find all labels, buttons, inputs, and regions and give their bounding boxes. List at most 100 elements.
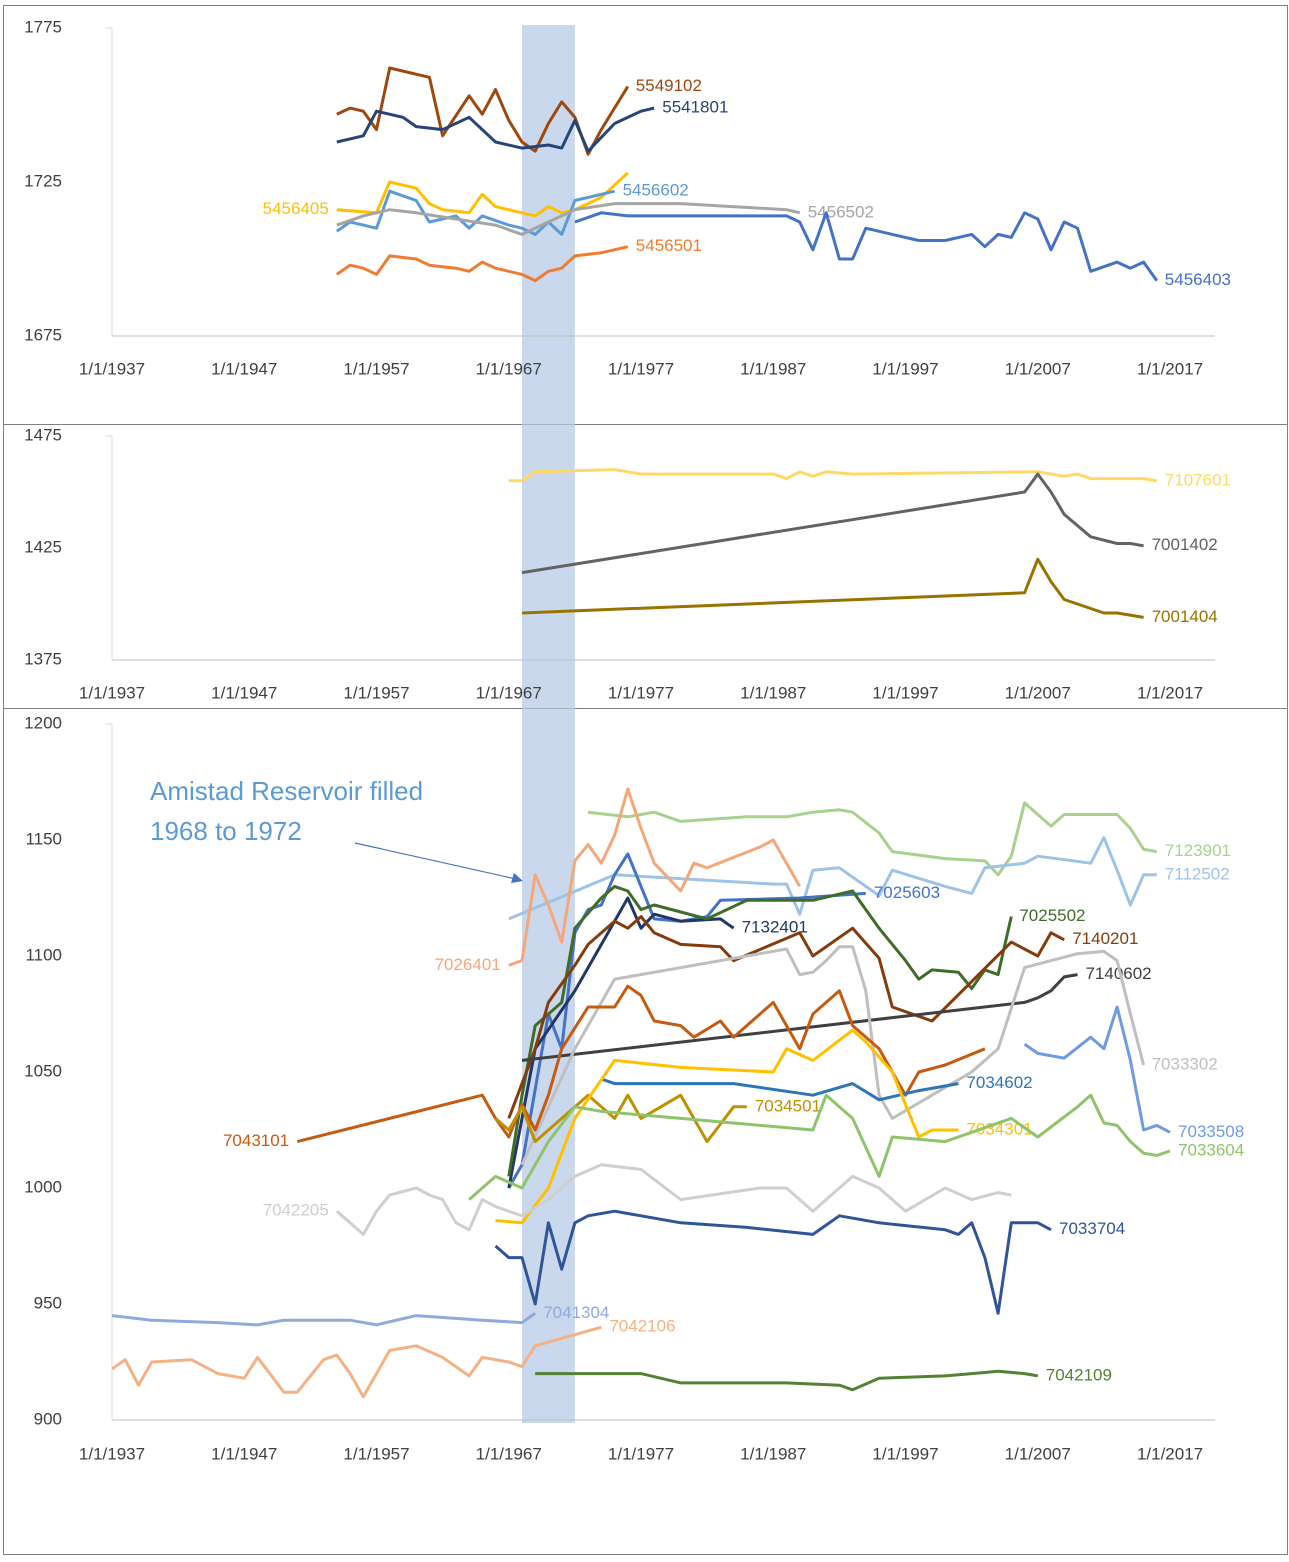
y-tick-label: 1425 [24,537,62,556]
y-tick-label: 1725 [24,171,62,190]
series-line [521,973,1078,1062]
series-label: 7033704 [1059,1219,1125,1238]
plots: 1675 1725 1775 1/1/1937 1/1/1947 1/1/1957 1/1/… [24,17,1244,1463]
annotation-text: 1968 to 1972 [150,816,302,846]
series-label: 5549102 [636,76,702,95]
series-label: 7033302 [1152,1055,1218,1074]
series-label: 7123901 [1165,841,1231,860]
series-label: 7043101 [223,1131,289,1150]
series-label: 7140201 [1072,929,1138,948]
series-line [468,1093,1171,1201]
x-tick-label: 1/1/2017 [1137,1444,1203,1463]
x-tick-label: 1/1/2007 [1005,359,1071,378]
series-label: 7026401 [435,955,501,974]
series-label: 7025502 [1019,906,1085,925]
series-line [494,1209,1052,1315]
series-label: 5456501 [636,236,702,255]
series-label: 7140602 [1085,964,1151,983]
x-tick-label: 1/1/1947 [211,683,277,702]
x-tick-label: 1/1/1937 [79,359,145,378]
series-label: 7034602 [966,1073,1032,1092]
series-line [508,468,1158,483]
series-label: 5456502 [808,202,874,221]
x-tick-label: 1/1/1977 [608,1444,674,1463]
x-tick-label: 1/1/2007 [1005,683,1071,702]
y-tick-label: 1100 [25,945,62,964]
series-label: 7025603 [874,883,940,902]
y-tick-label: 1150 [25,829,62,848]
x-tick-label: 1/1/1967 [476,359,542,378]
series-line [507,852,866,1189]
annotation-arrow [354,842,517,880]
series-label: 5541801 [662,98,728,117]
series-line [336,106,655,153]
series-line [535,1369,1039,1392]
series-line [335,245,629,283]
series-line [111,1325,602,1399]
x-tick-label: 1/1/1997 [872,683,938,702]
y-tick-label: 900 [34,1409,62,1428]
x-tick-label: 1/1/1947 [211,1444,277,1463]
series-line [111,1312,537,1327]
series-line [574,211,1159,282]
page-border [3,5,1288,1555]
chart-panel: 1375 1425 1475 1/1/1937 1/1/1947 1/1/1957 1/1/… [24,425,1231,702]
x-tick-label: 1/1/1977 [608,359,674,378]
annotation-text: Amistad Reservoir filled [150,776,423,806]
x-tick-label: 1/1/2007 [1005,1444,1071,1463]
series-label: 7033508 [1178,1122,1244,1141]
x-tick-label: 1/1/1997 [872,359,938,378]
arrow-head [511,873,523,883]
series-label: 5456405 [263,199,329,218]
series-line [495,1028,959,1225]
x-tick-label: 1/1/1937 [79,683,145,702]
series-label: 7033604 [1178,1140,1244,1159]
series-label: 7132401 [742,918,808,937]
y-tick-label: 1475 [24,425,62,444]
y-tick-label: 1675 [24,325,62,344]
x-tick-label: 1/1/1987 [740,683,806,702]
chart-panel: 1675 1725 1775 1/1/1937 1/1/1947 1/1/1957 1/1/… [24,17,1231,378]
series-label: 7034301 [966,1119,1032,1138]
y-tick-label: 950 [34,1293,62,1312]
series-line [587,801,1158,877]
y-tick-label: 1200 [24,713,62,732]
series-label: 7034501 [755,1096,821,1115]
series-label: 7001404 [1152,607,1218,626]
x-tick-label: 1/1/1957 [343,359,409,378]
series-label: 7042205 [263,1201,329,1220]
series-label: 7107601 [1165,470,1231,489]
series-line [1023,1005,1171,1134]
series-line [507,884,1013,1177]
x-tick-label: 1/1/1997 [872,1444,938,1463]
series-label: 7001402 [1152,535,1218,554]
x-tick-label: 1/1/1987 [740,1444,806,1463]
series-label: 7042106 [609,1317,675,1336]
x-tick-label: 1/1/1987 [740,359,806,378]
x-tick-label: 1/1/2017 [1137,359,1203,378]
series-line [507,915,1065,1119]
x-tick-label: 1/1/2017 [1137,683,1203,702]
x-tick-label: 1/1/1947 [211,359,277,378]
x-tick-label: 1/1/1957 [343,683,409,702]
series-line [507,896,735,1189]
series-line [494,1093,747,1144]
series-line [296,984,986,1144]
series-label: 5456602 [623,181,689,200]
series-line [336,202,801,236]
series-label: 5456403 [1165,270,1231,289]
series-label: 7042109 [1046,1365,1112,1384]
series-line [521,557,1144,619]
x-tick-label: 1/1/1937 [79,1444,145,1463]
y-tick-label: 1050 [24,1061,62,1080]
series-line [600,1077,959,1102]
series-line [508,787,802,967]
x-tick-label: 1/1/1967 [476,683,542,702]
series-line [335,1163,1012,1236]
series-label: 7112502 [1165,864,1230,883]
y-tick-label: 1000 [24,1177,62,1196]
annotation: Amistad Reservoir filled 1968 to 1972 [150,776,523,883]
y-tick-label: 1375 [24,649,62,668]
x-tick-label: 1/1/1967 [476,1444,542,1463]
